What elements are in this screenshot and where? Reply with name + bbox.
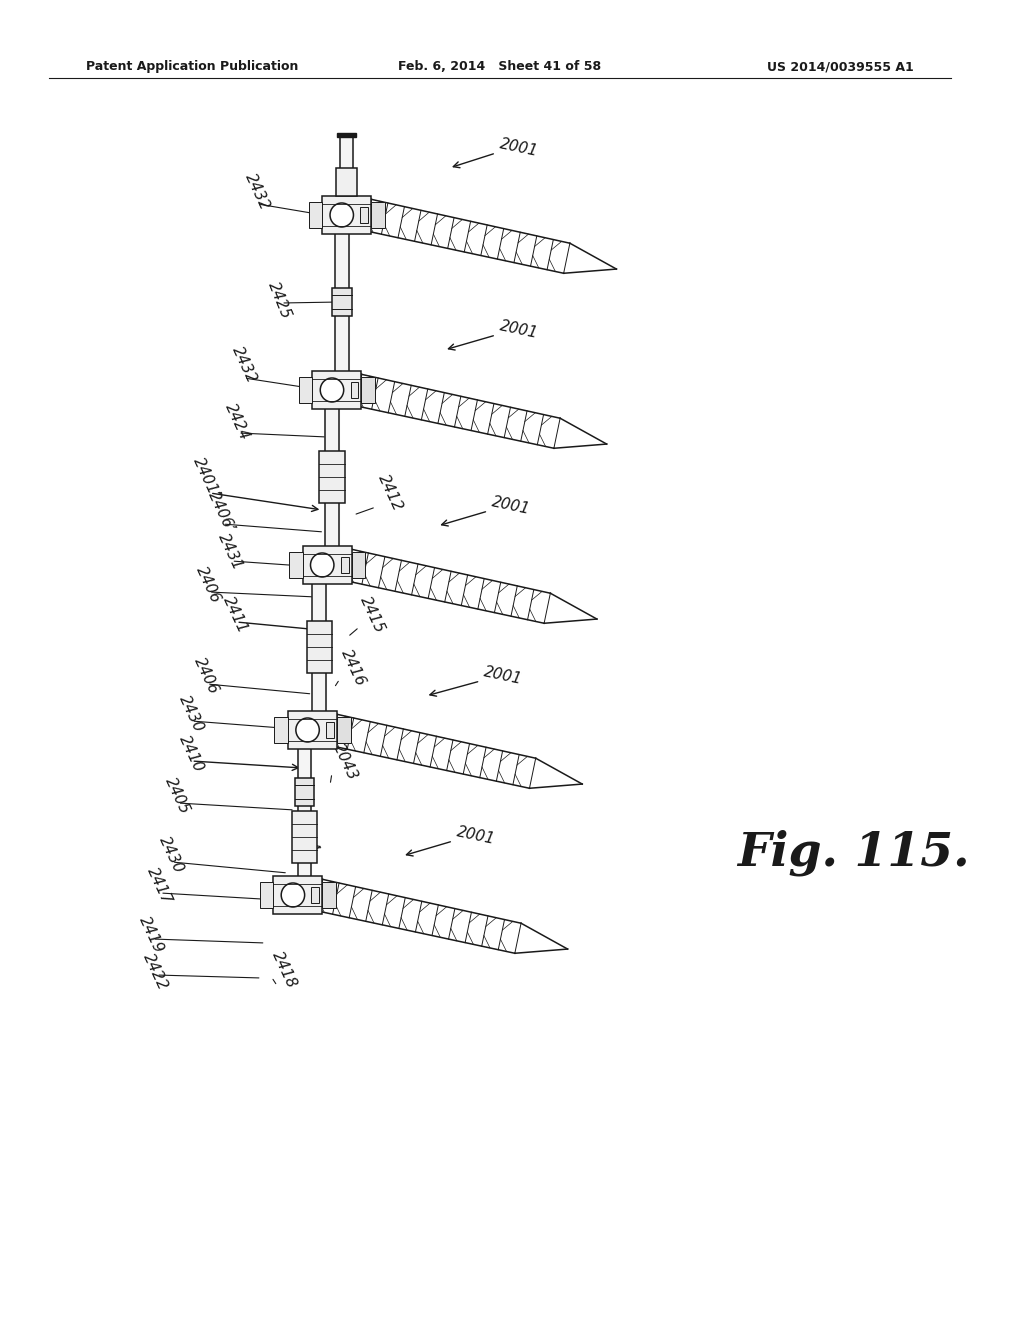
Text: 2415: 2415 (357, 594, 387, 636)
Text: 2417: 2417 (144, 865, 174, 907)
Text: 2412: 2412 (375, 473, 406, 513)
Polygon shape (335, 234, 348, 371)
Bar (306, 620, 332, 673)
Circle shape (310, 553, 334, 577)
Text: 2422: 2422 (140, 952, 171, 993)
Text: Fig. 115.: Fig. 115. (737, 830, 970, 876)
Text: 2418: 2418 (269, 949, 300, 991)
Circle shape (296, 718, 319, 742)
Text: 2406ʼ: 2406ʼ (205, 488, 238, 535)
Text: 2411: 2411 (220, 594, 251, 636)
Polygon shape (355, 375, 606, 447)
Text: 2401ʼ: 2401ʼ (190, 455, 222, 502)
Bar (332, 288, 351, 315)
Text: 2431: 2431 (215, 531, 245, 573)
Polygon shape (345, 549, 597, 623)
Circle shape (321, 378, 344, 403)
Bar (299, 378, 312, 403)
Text: 2416: 2416 (338, 647, 368, 689)
Bar (323, 195, 371, 234)
Bar (326, 722, 334, 738)
Circle shape (282, 883, 305, 907)
Bar (312, 371, 361, 409)
Text: 2432: 2432 (229, 345, 259, 385)
Bar (295, 777, 314, 807)
Text: 2432: 2432 (242, 172, 272, 213)
Bar (337, 717, 350, 743)
Bar (303, 546, 351, 583)
Bar (273, 876, 323, 913)
Bar (323, 882, 336, 908)
Polygon shape (298, 748, 311, 876)
Bar (341, 557, 348, 573)
Text: 2001: 2001 (482, 664, 523, 688)
Text: 2405: 2405 (162, 775, 193, 817)
Text: 2425: 2425 (265, 279, 294, 321)
Bar (336, 168, 357, 195)
Bar (311, 887, 319, 903)
Text: 2406: 2406 (191, 655, 221, 697)
Text: 2414: 2414 (291, 814, 322, 855)
Bar (371, 202, 385, 228)
Bar (360, 207, 368, 223)
Polygon shape (331, 714, 583, 788)
Text: US 2014/0039555 A1: US 2014/0039555 A1 (767, 59, 914, 73)
Text: 2410: 2410 (176, 733, 206, 775)
Bar (292, 810, 317, 863)
Bar (351, 552, 366, 578)
Text: 2430: 2430 (157, 834, 186, 876)
Bar (350, 381, 358, 399)
Bar (288, 711, 337, 748)
Polygon shape (316, 879, 567, 953)
Text: 2419: 2419 (136, 915, 167, 956)
Text: 2001: 2001 (490, 495, 531, 517)
Text: 2430: 2430 (176, 693, 206, 735)
Text: Feb. 6, 2014   Sheet 41 of 58: Feb. 6, 2014 Sheet 41 of 58 (398, 59, 601, 73)
Polygon shape (326, 409, 339, 546)
Bar (289, 552, 303, 578)
Bar (274, 717, 288, 743)
Text: 2001: 2001 (455, 825, 497, 847)
Polygon shape (340, 135, 353, 195)
Bar (319, 451, 345, 503)
Text: Patent Application Publication: Patent Application Publication (86, 59, 298, 73)
Bar (260, 882, 273, 908)
Circle shape (330, 203, 353, 227)
Text: 2406: 2406 (194, 564, 223, 606)
Text: 2001: 2001 (498, 136, 540, 160)
Polygon shape (312, 583, 326, 711)
Bar (308, 202, 323, 228)
Text: 2043: 2043 (330, 741, 360, 783)
Polygon shape (365, 199, 616, 273)
Text: 2424: 2424 (222, 401, 253, 442)
Text: 2001: 2001 (498, 318, 540, 342)
Bar (361, 378, 375, 403)
Polygon shape (337, 133, 356, 137)
